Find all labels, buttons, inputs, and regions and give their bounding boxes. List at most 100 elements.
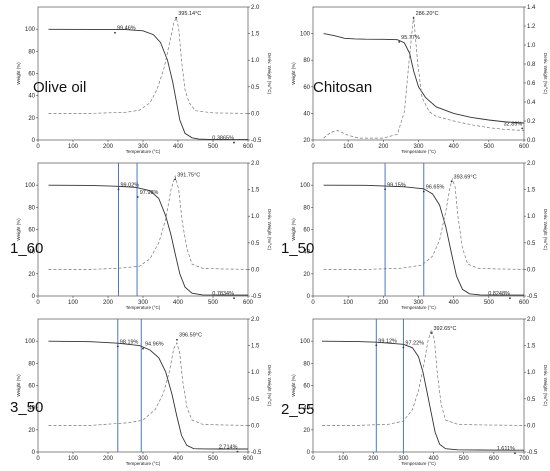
y2-tick-label: 0.4 bbox=[527, 100, 536, 106]
sample-label: Olive oil bbox=[33, 79, 86, 96]
annotation-label: 97.22% bbox=[405, 340, 424, 346]
annotation-marker bbox=[402, 346, 405, 349]
y-tick-label: 100 bbox=[300, 183, 311, 189]
x-axis-title: Temperature (°C) bbox=[401, 149, 436, 154]
x-tick-label: 600 bbox=[519, 300, 530, 306]
x-tick-label: 500 bbox=[208, 300, 219, 306]
y2-tick-label: 0.8 bbox=[527, 62, 536, 68]
x-tick-label: 600 bbox=[243, 144, 254, 150]
x-tick-label: 300 bbox=[398, 456, 409, 462]
x-tick-label: 600 bbox=[243, 300, 254, 306]
y-axis-title: Weight (%) bbox=[16, 374, 21, 397]
y2-tick-label: 1.0 bbox=[251, 370, 260, 376]
y-tick-label: 40 bbox=[303, 406, 310, 412]
annotation-label: 392.65°C bbox=[433, 326, 456, 332]
annotation-marker bbox=[176, 338, 178, 341]
x-tick-label: 0 bbox=[36, 300, 40, 306]
x-tick-label: 200 bbox=[368, 456, 379, 462]
y-tick-label: 0 bbox=[32, 450, 36, 456]
y2-tick-label: 0.6 bbox=[527, 81, 536, 87]
y-tick-label: 20 bbox=[28, 428, 35, 434]
x-tick-label: 300 bbox=[138, 456, 149, 462]
x-tick-label: 200 bbox=[103, 144, 114, 150]
y2-axis-title: Deriv. Weight (%/°C) bbox=[267, 365, 272, 407]
weight-line bbox=[323, 184, 524, 296]
annotation-marker bbox=[174, 178, 177, 181]
x-tick-label: 0 bbox=[36, 144, 40, 150]
y2-tick-label: 2.0 bbox=[251, 161, 260, 167]
deriv-weight-line bbox=[48, 341, 249, 426]
y2-tick-label: 2.0 bbox=[251, 317, 260, 323]
y2-tick-label: 1.0 bbox=[527, 370, 536, 376]
annotation-marker bbox=[117, 188, 120, 191]
y2-tick-label: -0.5 bbox=[527, 294, 538, 300]
y2-axis-title: Deriv. Weight (%/°C) bbox=[543, 209, 548, 251]
y2-axis-title: Deriv. Weight (%/°C) bbox=[543, 365, 548, 407]
x-axis-title: Temperature (°C) bbox=[126, 461, 161, 466]
y2-tick-label: 2.0 bbox=[527, 317, 536, 323]
deriv-weight-line bbox=[323, 177, 525, 270]
y-axis-title: Weight (%) bbox=[291, 218, 296, 241]
weight-line bbox=[48, 28, 248, 141]
panel-1-50: 0 100 200 300 400 500 600 0 20 40 60 80 100 -0.5 0.0 0.… bbox=[281, 161, 548, 310]
annotation-label: 395.14°C bbox=[178, 11, 201, 17]
plot-frame bbox=[312, 318, 525, 453]
x-tick-label: 300 bbox=[413, 300, 424, 306]
panel-3-50: 0 100 200 300 400 500 600 0 20 40 60 80 100 -0.5 0.0 0.… bbox=[10, 317, 272, 466]
y-axis-title: Weight (%) bbox=[291, 62, 296, 85]
x-tick-label: 100 bbox=[343, 300, 354, 306]
annotation-label: 396.59°C bbox=[179, 333, 202, 339]
y2-tick-label: -0.5 bbox=[251, 450, 262, 456]
annotation-label: 393.69°C bbox=[454, 175, 477, 181]
y-axis-title: Weight (%) bbox=[16, 62, 21, 85]
x-tick-label: 600 bbox=[489, 456, 500, 462]
x-tick-label: 400 bbox=[173, 144, 184, 150]
x-tick-label: 500 bbox=[208, 144, 219, 150]
x-tick-label: 100 bbox=[68, 144, 79, 150]
y2-tick-label: 2.0 bbox=[527, 161, 536, 167]
y-tick-label: 80 bbox=[28, 205, 35, 211]
y2-tick-label: 0.5 bbox=[527, 241, 536, 247]
x-tick-label: 400 bbox=[173, 456, 184, 462]
y-tick-label: 80 bbox=[28, 49, 35, 55]
y-tick-label: 40 bbox=[303, 250, 310, 256]
y-tick-label: 100 bbox=[25, 27, 36, 33]
x-axis-title: Temperature (°C) bbox=[126, 149, 161, 154]
y-tick-label: 100 bbox=[300, 339, 311, 345]
weight-line bbox=[48, 340, 248, 450]
annotation-marker bbox=[422, 190, 425, 193]
y2-tick-label: 1.0 bbox=[251, 214, 260, 220]
y2-tick-label: 0.5 bbox=[251, 397, 260, 403]
annotation-label: 0.8248% bbox=[488, 291, 510, 297]
annotation-marker bbox=[233, 141, 235, 144]
y-tick-label: 40 bbox=[28, 406, 35, 412]
y2-tick-label: 0.0 bbox=[527, 423, 536, 429]
y2-axis-title: Deriv. Weight (%/°C) bbox=[267, 209, 272, 251]
y-tick-label: 100 bbox=[300, 32, 311, 38]
panel-olive-oil: 0 100 200 300 400 500 600 0 20 40 60 80 100 -0.5 0.0 0.… bbox=[16, 5, 272, 154]
y2-tick-label: 0.5 bbox=[527, 397, 536, 403]
y-tick-label: 60 bbox=[28, 384, 35, 390]
deriv-weight-line bbox=[322, 328, 525, 426]
y2-tick-label: 1.2 bbox=[527, 24, 536, 30]
x-tick-label: 200 bbox=[378, 300, 389, 306]
annotation-marker bbox=[514, 452, 516, 455]
plot-frame bbox=[37, 318, 249, 453]
y-tick-label: 60 bbox=[28, 72, 35, 78]
panel-1-60: 0 100 200 300 400 500 600 0 20 40 60 80 100 -0.5 0.0 0.… bbox=[10, 161, 272, 310]
x-axis-title: Temperature (°C) bbox=[401, 305, 436, 310]
y2-tick-label: 0.0 bbox=[251, 267, 260, 273]
x-tick-label: 200 bbox=[103, 300, 114, 306]
annotation-label: 1.611% bbox=[497, 446, 515, 452]
y2-tick-label: 1.0 bbox=[527, 43, 536, 49]
plot-frame bbox=[312, 162, 525, 297]
y2-axis-title: Deriv. Weight (%/°C) bbox=[267, 53, 272, 95]
x-tick-label: 400 bbox=[173, 300, 184, 306]
annotation-label: 97.98% bbox=[140, 190, 159, 196]
y-tick-label: 100 bbox=[25, 339, 36, 345]
x-tick-label: 400 bbox=[449, 300, 460, 306]
y-tick-label: 60 bbox=[28, 228, 35, 234]
y-tick-label: 60 bbox=[303, 228, 310, 234]
y2-tick-label: 1.5 bbox=[527, 344, 536, 350]
